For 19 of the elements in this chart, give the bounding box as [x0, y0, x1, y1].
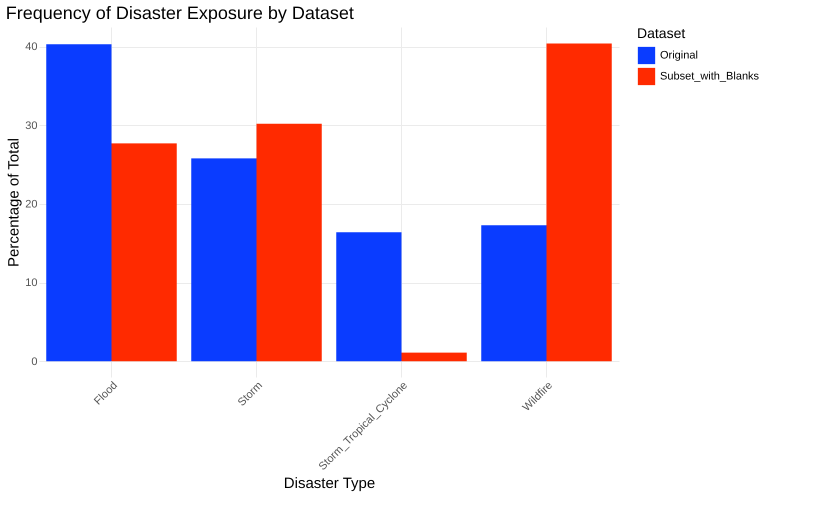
chart-title: Frequency of Disaster Exposure by Dataset — [6, 3, 354, 23]
y-axis-title: Percentage of Total — [5, 138, 22, 267]
legend-title: Dataset — [637, 25, 686, 41]
bar — [112, 143, 177, 362]
x-axis-title: Disaster Type — [284, 475, 376, 492]
bar — [546, 44, 612, 362]
legend-label: Original — [660, 50, 698, 62]
y-tick-label: 10 — [25, 277, 38, 290]
bar — [402, 352, 467, 362]
y-tick-label: 0 — [31, 356, 38, 368]
bar — [46, 44, 112, 362]
bar — [256, 124, 322, 362]
bar — [191, 158, 256, 362]
y-tick-label: 30 — [25, 120, 38, 132]
bar — [481, 225, 546, 362]
legend-label: Subset_with_Blanks — [660, 70, 760, 82]
bar — [336, 232, 402, 362]
y-tick-label: 20 — [25, 198, 38, 210]
y-tick-label: 40 — [25, 41, 38, 54]
